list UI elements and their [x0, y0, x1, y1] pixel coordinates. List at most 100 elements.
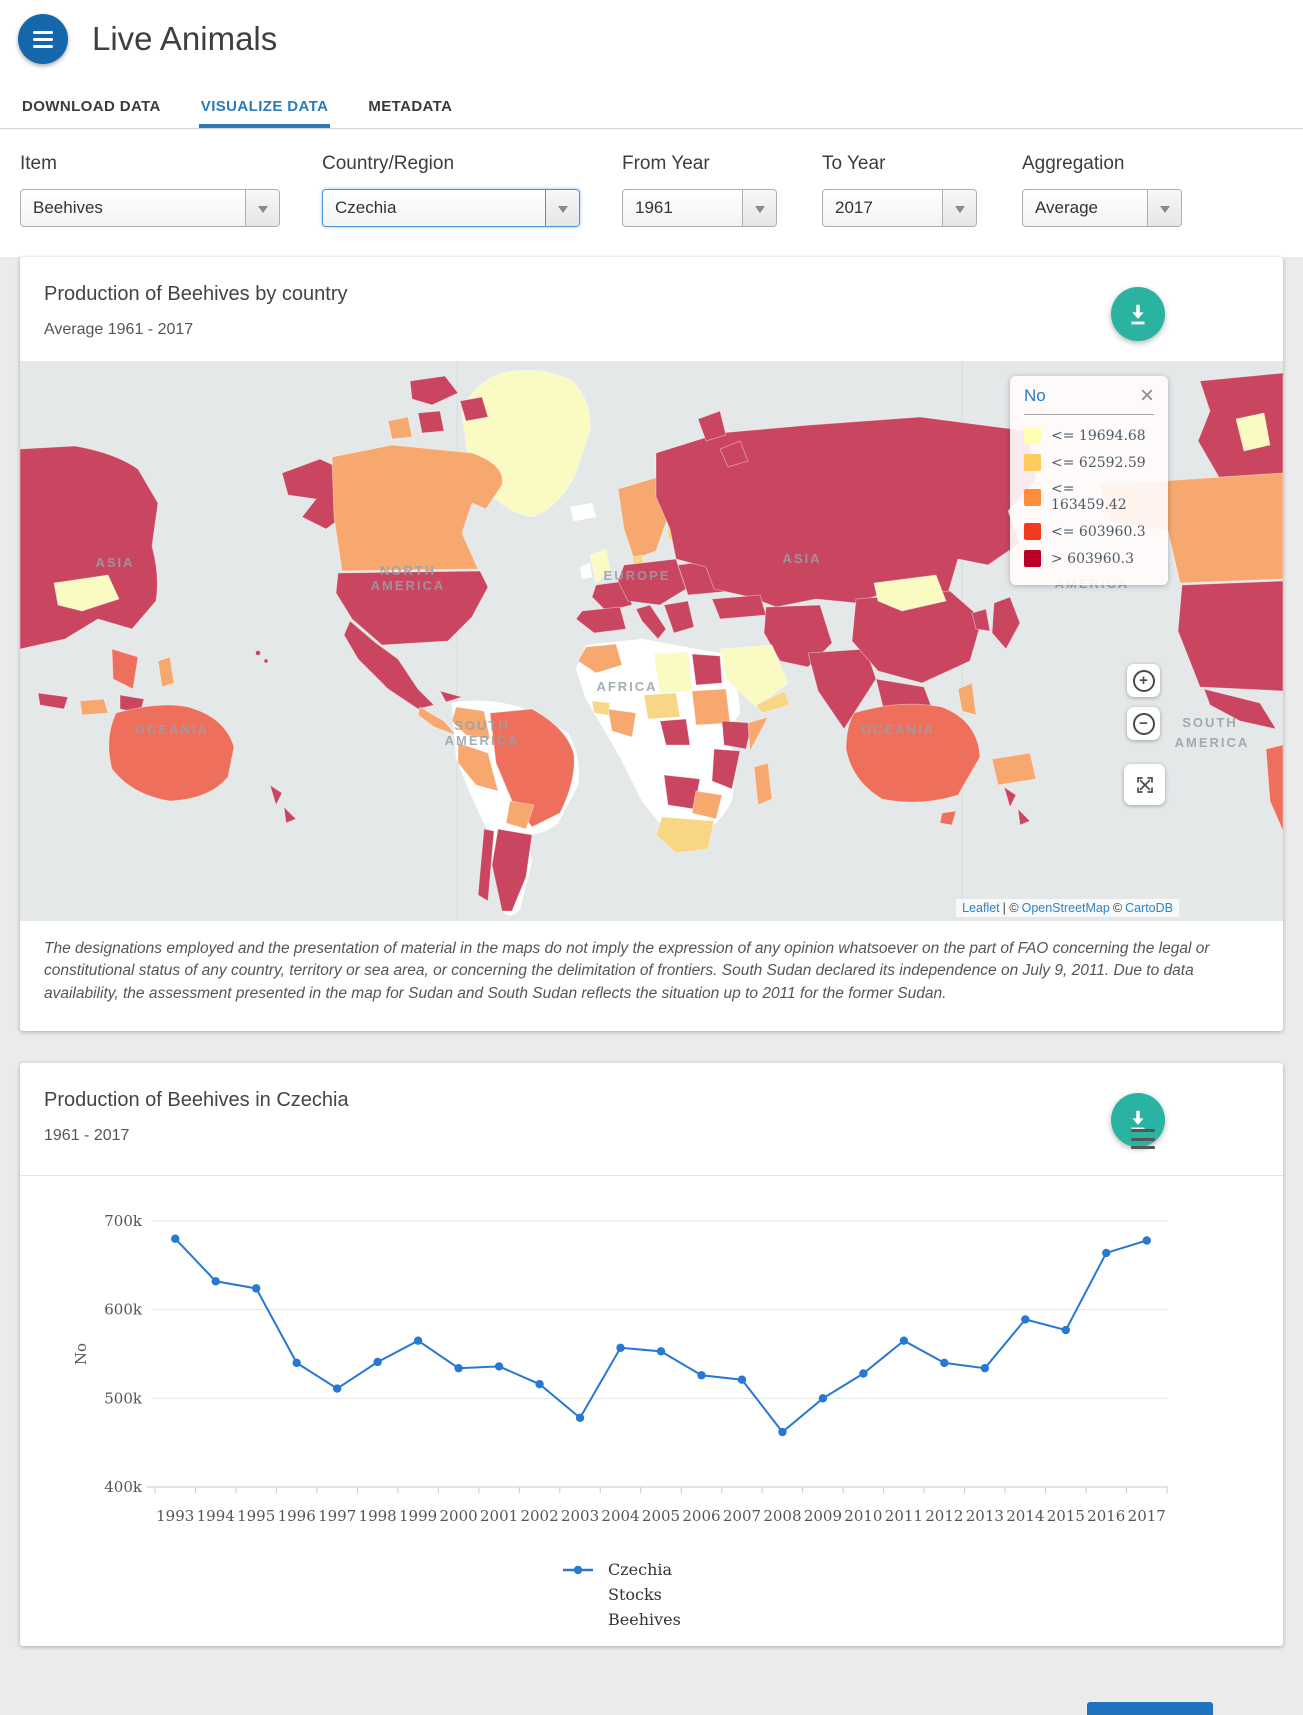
to-year-select[interactable]: 2017	[822, 189, 977, 227]
legend-swatch	[1024, 454, 1041, 471]
data-point[interactable]	[656, 1347, 666, 1356]
continent-label: OCEANIA	[861, 722, 935, 737]
filter-bar: Item Beehives Country/Region Czechia From Ye…	[0, 129, 1303, 257]
aggregation-select[interactable]: Average	[1022, 189, 1182, 227]
legend-swatch	[1024, 427, 1041, 444]
fullscreen-button[interactable]	[1124, 764, 1165, 805]
map-card: Production of Beehives by country Averag…	[20, 257, 1283, 1032]
data-point[interactable]	[252, 1284, 261, 1293]
x-tick-label: 1995	[237, 1507, 275, 1525]
cartodb-link[interactable]: CartoDB	[1125, 901, 1173, 915]
data-point[interactable]	[171, 1234, 180, 1244]
hamburger-icon	[1131, 1129, 1155, 1133]
data-point[interactable]	[454, 1364, 463, 1373]
data-point[interactable]	[778, 1428, 787, 1437]
world-map[interactable]: ASIA NORTH AMERICA EUROPE ASIA AFRICA SO…	[20, 361, 1283, 921]
zoom-in-button[interactable]: +	[1127, 664, 1160, 697]
data-point[interactable]	[899, 1336, 909, 1346]
dropdown-arrow-icon	[742, 190, 776, 226]
choropleth-map[interactable]: ASIA NORTH AMERICA EUROPE ASIA AFRICA SO…	[20, 361, 1283, 921]
x-tick-label: 2005	[642, 1507, 680, 1525]
chart-card-subtitle: 1961 - 2017	[44, 1127, 130, 1145]
country-region-select[interactable]: Czechia	[322, 189, 580, 227]
legend-divider	[1024, 414, 1154, 415]
tab-download-data[interactable]: DOWNLOAD DATA	[22, 98, 161, 115]
map-legend-title: No	[1024, 386, 1046, 405]
continent-oceania[interactable]	[845, 703, 1031, 826]
continent-africa[interactable]	[575, 638, 773, 854]
hamburger-menu-button[interactable]	[18, 14, 68, 64]
x-tick-label: 2017	[1128, 1507, 1166, 1525]
data-point[interactable]	[332, 1384, 342, 1394]
x-tick-label: 2000	[440, 1507, 478, 1525]
tab-metadata[interactable]: METADATA	[368, 98, 453, 115]
top-section: Live Animals DOWNLOAD DATA VISUALIZE DATA…	[0, 0, 1303, 257]
chart-legend[interactable]: Czechia Stocks Beehives	[563, 1560, 681, 1629]
continent-label: SOUTH	[454, 718, 510, 733]
y-tick-label: 600k	[104, 1301, 143, 1319]
chart-legend-label: Beehives	[608, 1610, 681, 1629]
select-value: Czechia	[335, 198, 397, 217]
series-line	[174, 1238, 1148, 1434]
continent-asia-left-copy[interactable]	[20, 445, 269, 716]
x-tick-label: 2003	[561, 1507, 599, 1525]
zoom-out-button[interactable]: −	[1127, 707, 1160, 740]
data-point[interactable]	[697, 1371, 706, 1380]
data-point[interactable]	[373, 1358, 382, 1367]
from-year-select[interactable]: 1961	[622, 189, 777, 227]
minus-icon: −	[1132, 712, 1155, 735]
continent-south-america[interactable]	[451, 700, 580, 916]
chart-series[interactable]	[171, 1234, 1151, 1437]
tab-visualize-data[interactable]: VISUALIZE DATA	[198, 88, 331, 128]
continent-label: ASIA	[95, 555, 134, 570]
hamburger-icon	[33, 30, 53, 34]
dropdown-arrow-icon	[1147, 190, 1181, 226]
data-point[interactable]	[940, 1359, 949, 1368]
line-chart[interactable]: 400k 500k 600k 700k 1993 1994 1995 1996 1997 1998…	[20, 1176, 1283, 1646]
data-point[interactable]	[1021, 1315, 1030, 1325]
map-card-header: Production of Beehives by country Averag…	[20, 257, 1283, 361]
continent-label: NORTH	[380, 563, 436, 578]
bottom-cutoff-button[interactable]	[1087, 1702, 1213, 1715]
openstreetmap-link[interactable]: OpenStreetMap	[1021, 901, 1110, 915]
x-tick-label: 1993	[156, 1507, 194, 1525]
chart-context-menu-button[interactable]	[1131, 1129, 1155, 1150]
map-legend-panel: No × <= 19694.68 <= 62592.59 <= 163459.42 <…	[1010, 376, 1168, 585]
data-point[interactable]	[413, 1336, 423, 1346]
continent-oceania-left-copy[interactable]	[108, 704, 297, 824]
data-point[interactable]	[616, 1343, 625, 1353]
data-point[interactable]	[494, 1362, 504, 1372]
x-tick-label: 1994	[197, 1507, 235, 1525]
continent-label: SOUTH	[1182, 715, 1238, 730]
x-tick-label: 1999	[399, 1507, 437, 1525]
attribution-separator: | ©	[1002, 901, 1019, 915]
data-point[interactable]	[737, 1375, 747, 1385]
x-tick-label: 2009	[804, 1507, 842, 1525]
data-point[interactable]	[1142, 1236, 1151, 1246]
continent-north-america[interactable]	[281, 369, 591, 736]
continent-label: AFRICA	[596, 679, 657, 694]
expand-icon	[1136, 776, 1153, 793]
data-point[interactable]	[535, 1380, 544, 1389]
data-point[interactable]	[1102, 1249, 1111, 1258]
continent-label: AMERICA	[371, 578, 446, 593]
data-point[interactable]	[1061, 1326, 1071, 1335]
data-point[interactable]	[211, 1277, 220, 1286]
legend-item: <= 62592.59	[1024, 454, 1154, 471]
data-point[interactable]	[575, 1414, 585, 1423]
item-select[interactable]: Beehives	[20, 189, 280, 227]
continent-label: AMERICA	[1175, 735, 1250, 750]
filter-label: Item	[20, 153, 57, 174]
leaflet-link[interactable]: Leaflet	[962, 901, 1000, 915]
legend-marker-dot	[573, 1566, 583, 1575]
x-tick-label: 2002	[520, 1507, 558, 1525]
chart-card-header: Production of Beehives in Czechia 1961 -…	[20, 1063, 1283, 1177]
data-point[interactable]	[818, 1394, 828, 1403]
data-point[interactable]	[980, 1364, 990, 1373]
data-point[interactable]	[859, 1369, 868, 1379]
map-download-button[interactable]	[1111, 287, 1165, 341]
data-point[interactable]	[292, 1359, 301, 1368]
close-icon[interactable]: ×	[1139, 382, 1154, 409]
x-tick-label: 2007	[723, 1507, 761, 1525]
